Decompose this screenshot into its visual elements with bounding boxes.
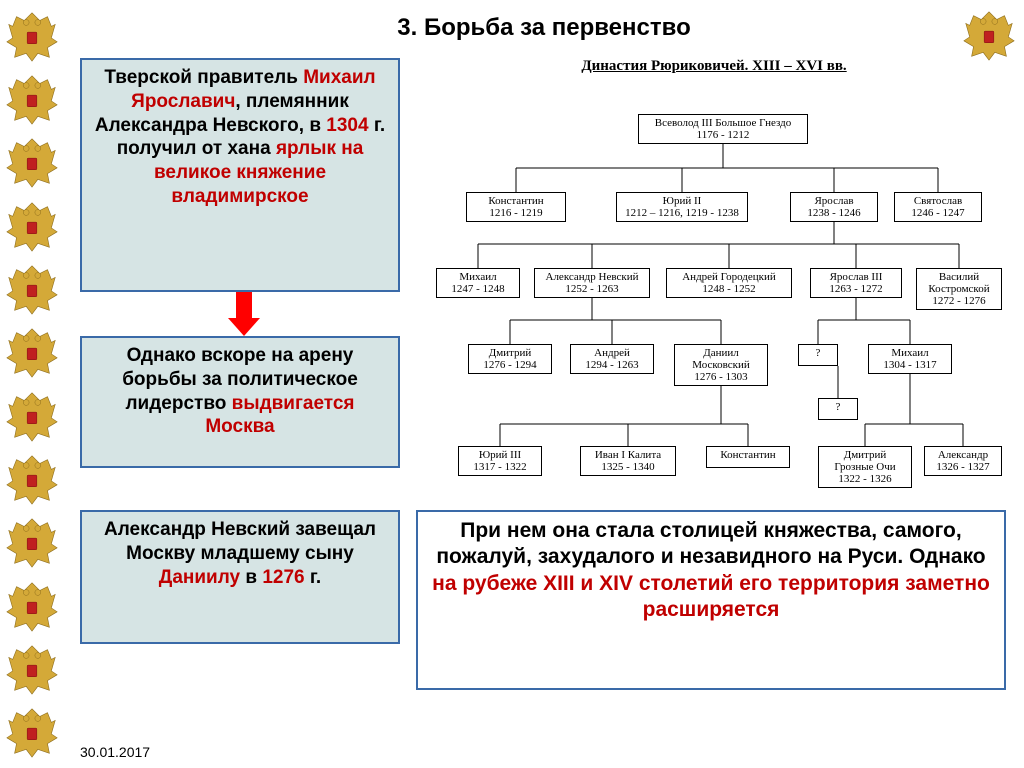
emblem-icon [3,323,61,381]
emblem-icon [3,640,61,698]
emblem-icon [3,260,61,318]
tree-node: ДаниилМосковский1276 - 1303 [674,344,768,386]
emblem-icon [3,450,61,508]
emblem-icon [3,197,61,255]
emblem-icon [3,513,61,571]
tree-node: Михаил1247 - 1248 [436,268,520,298]
arrow-down [232,292,256,336]
info-box-tver: Тверской правитель Михаил Ярославич, пле… [80,58,400,292]
tree-node: Александр Невский1252 - 1263 [534,268,650,298]
page-title: 3. Борьба за первенство [64,14,1024,42]
tree-node: ВасилийКостромской1272 - 1276 [916,268,1002,310]
slide-date: 30.01.2017 [80,744,150,760]
tree-node: Андрей Городецкий1248 - 1252 [666,268,792,298]
dynasty-tree: Династия Рюриковичей. XIII – XVI вв. Все… [420,58,1008,498]
emblem-icon [3,577,61,635]
tree-node: Константин [706,446,790,468]
tree-node: Юрий II1212 – 1216, 1219 - 1238 [616,192,748,222]
emblem-icon [3,133,61,191]
emblem-icon [3,70,61,128]
tree-node: ? [818,398,858,420]
emblem-icon [3,387,61,445]
tree-node: ? [798,344,838,366]
tree-node: Дмитрий1276 - 1294 [468,344,552,374]
tree-node: Константин1216 - 1219 [466,192,566,222]
tree-node: Иван I Калита1325 - 1340 [580,446,676,476]
tree-node: Ярослав III1263 - 1272 [810,268,902,298]
emblem-icon [3,7,61,65]
tree-node: Юрий III1317 - 1322 [458,446,542,476]
tree-title: Династия Рюриковичей. XIII – XVI вв. [420,58,1008,75]
tree-node: Андрей1294 - 1263 [570,344,654,374]
tree-node: Александр1326 - 1327 [924,446,1002,476]
tree-node: Всеволод III Большое Гнездо1176 - 1212 [638,114,808,144]
tree-node: Ярослав1238 - 1246 [790,192,878,222]
info-box-nevsky: Александр Невский завещал Москву младшем… [80,510,400,644]
tree-node: Михаил1304 - 1317 [868,344,952,374]
info-box-expansion: При нем она стала столицей княжества, са… [416,510,1006,690]
tree-node: Святослав1246 - 1247 [894,192,982,222]
tree-node: ДмитрийГрозные Очи1322 - 1326 [818,446,912,488]
emblem-icon [3,703,61,761]
info-box-moscow-rise: Однако вскоре на арену борьбы за политич… [80,336,400,468]
